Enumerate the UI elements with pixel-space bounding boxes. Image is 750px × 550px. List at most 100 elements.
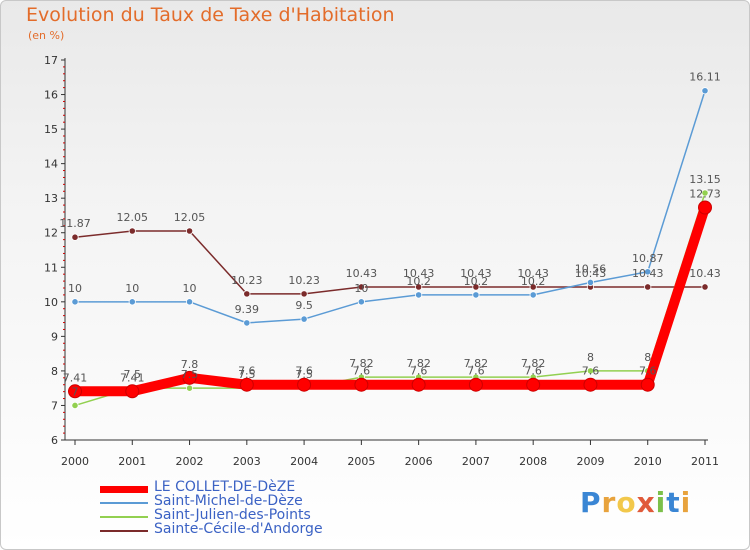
- data-label: 10: [183, 282, 197, 295]
- y-tick-label: 7: [51, 399, 58, 412]
- data-label: 12.05: [174, 211, 206, 224]
- data-point: [71, 401, 79, 410]
- data-point: [357, 298, 365, 306]
- data-label: 10.43: [517, 267, 549, 280]
- y-tick-label: 9: [51, 330, 58, 343]
- data-point: [472, 283, 480, 291]
- data-label: 8: [587, 351, 594, 364]
- data-point: [411, 377, 426, 392]
- data-label: 9.5: [295, 299, 313, 312]
- brand-letter: r: [601, 486, 617, 519]
- data-point: [68, 384, 82, 399]
- data-point: [468, 377, 483, 392]
- legend-swatch-saint-michel-de-deze: [100, 502, 148, 504]
- legend: LE COLLET-DE-DèZE Saint-Michel-de-Dèze S…: [100, 479, 360, 538]
- data-label: 10.43: [632, 267, 664, 280]
- data-label: 10.43: [689, 267, 721, 280]
- data-label: 8: [644, 351, 651, 364]
- data-label: 10: [354, 282, 368, 295]
- data-point: [357, 283, 365, 291]
- legend-label: Saint-Julien-des-Points: [154, 507, 311, 523]
- data-label: 10.43: [460, 267, 492, 280]
- y-tick-label: 14: [44, 158, 58, 171]
- data-point: [583, 377, 598, 392]
- data-label: 10.23: [288, 274, 320, 287]
- x-tick-label: 2009: [576, 455, 604, 468]
- data-label: 7.6: [524, 365, 542, 378]
- x-tick-label: 2000: [61, 455, 89, 468]
- series-line: [74, 230, 706, 295]
- brand-letter: P: [580, 486, 602, 519]
- data-point: [71, 298, 79, 306]
- data-label: 7.5: [181, 368, 199, 381]
- series-line: [70, 202, 710, 397]
- data-label: 9.39: [235, 303, 260, 316]
- brand-letter: i: [655, 486, 667, 519]
- data-label: 7.5: [238, 368, 256, 381]
- x-tick-label: 2001: [118, 455, 146, 468]
- data-label: 10.87: [632, 252, 664, 265]
- data-label: 7.6: [353, 365, 371, 378]
- data-point: [698, 200, 712, 215]
- data-label: 7.6: [295, 365, 313, 378]
- data-label: 10.23: [231, 274, 263, 287]
- data-label: 7.6: [639, 365, 657, 378]
- data-point: [300, 315, 308, 323]
- series-line: [74, 89, 706, 324]
- y-tick-label: 10: [44, 296, 58, 309]
- data-label: 10.2: [521, 275, 546, 288]
- data-label: 7.6: [582, 365, 600, 378]
- data-label: 7.82: [349, 357, 374, 370]
- data-point: [185, 384, 194, 392]
- legend-item: Sainte-Cécile-d'Andorge: [100, 521, 360, 538]
- brand-letter: t: [666, 486, 681, 519]
- legend-label: Saint-Michel-de-Dèze: [154, 493, 303, 509]
- data-point: [185, 227, 194, 235]
- data-label: 7.6: [238, 365, 256, 378]
- legend-swatch-sainte-cecile-d-andorge: [100, 530, 148, 532]
- data-point: [415, 291, 423, 299]
- x-tick-label: 2002: [176, 455, 204, 468]
- data-point: [529, 291, 537, 299]
- brand-letter: o: [616, 486, 637, 519]
- data-point: [239, 377, 254, 392]
- data-point: [354, 377, 369, 392]
- data-label: 11.87: [59, 217, 91, 230]
- x-tick-label: 2005: [347, 455, 375, 468]
- data-label: 10.43: [346, 267, 378, 280]
- data-point: [472, 291, 480, 299]
- data-point: [182, 370, 197, 385]
- data-point: [644, 268, 652, 276]
- data-label: 10.43: [403, 267, 435, 280]
- y-tick-label: 11: [44, 261, 58, 274]
- data-label: 7.5: [295, 368, 313, 381]
- data-point: [701, 189, 709, 197]
- data-point: [701, 283, 709, 291]
- data-point: [300, 290, 308, 298]
- y-tick-label: 12: [44, 227, 58, 240]
- data-label: 12.05: [117, 211, 149, 224]
- data-point: [586, 367, 595, 375]
- series-line: [74, 192, 706, 407]
- data-point: [297, 377, 312, 392]
- y-tick-label: 17: [44, 54, 58, 67]
- data-label: 7.82: [464, 357, 489, 370]
- data-label: 7.6: [410, 365, 428, 378]
- data-point: [526, 377, 541, 392]
- data-point: [125, 384, 140, 399]
- data-point: [701, 87, 709, 95]
- data-label: 7: [72, 385, 79, 398]
- x-tick-label: 2003: [233, 455, 261, 468]
- data-point: [185, 298, 194, 306]
- legend-item: LE COLLET-DE-DèZE: [100, 479, 360, 496]
- legend-item: Saint-Julien-des-Points: [100, 507, 360, 524]
- data-label: 7.82: [521, 357, 546, 370]
- y-tick-label: 13: [44, 192, 58, 205]
- legend-swatch-le-collet-de-deze: [100, 486, 148, 493]
- y-tick-label: 15: [44, 123, 58, 136]
- legend-label: Sainte-Cécile-d'Andorge: [154, 521, 323, 537]
- data-point: [243, 290, 251, 298]
- data-label: 13.15: [689, 173, 721, 186]
- data-label: 7.82: [406, 357, 431, 370]
